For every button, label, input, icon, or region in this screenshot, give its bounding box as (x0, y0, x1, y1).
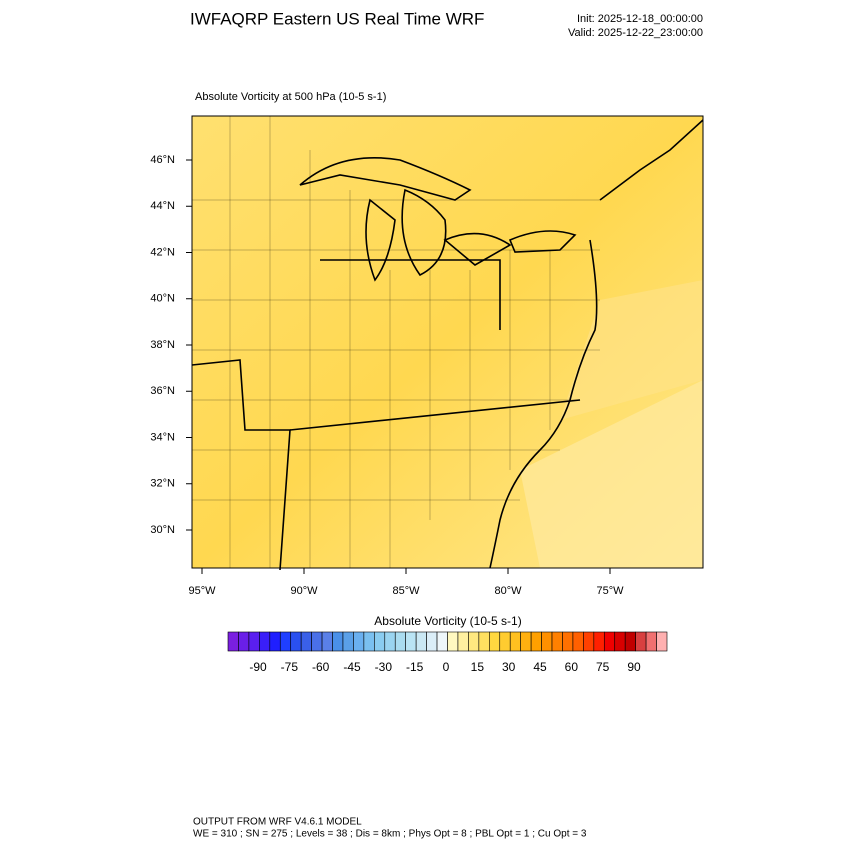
colorbar-box (593, 631, 605, 652)
colorbar-box (509, 631, 521, 652)
longitude-labels: 95°W 90°W 85°W 80°W 75°W (188, 568, 624, 597)
colorbar-box (227, 631, 239, 652)
colorbar-box (624, 631, 636, 652)
colorbar-box (562, 631, 574, 652)
latitude-labels: 46°N 44°N 42°N 40°N 38°N 36°N 34°N 32°N 30°N (150, 154, 192, 536)
colorbar-box (583, 631, 595, 652)
colorbar-box (363, 631, 375, 652)
lat-label: 44°N (150, 200, 175, 212)
colorbar-label: -75 (281, 660, 299, 674)
lat-label: 32°N (150, 478, 175, 490)
colorbar-box (332, 631, 344, 652)
lat-label: 46°N (150, 154, 175, 166)
colorbar-label: -90 (249, 660, 267, 674)
lon-label: 95°W (188, 585, 216, 597)
lon-label: 90°W (290, 585, 318, 597)
map-title: Absolute Vorticity at 500 hPa (10-5 s-1) (195, 91, 386, 103)
lat-label: 40°N (150, 293, 175, 305)
colorbar-box (603, 631, 616, 652)
lat-label: 30°N (150, 524, 175, 536)
colorbar-box (572, 631, 584, 652)
colorbar-box (478, 631, 490, 652)
colorbar-box (457, 631, 469, 652)
colorbar-label: 45 (533, 660, 547, 674)
colorbar-label: -60 (312, 660, 330, 674)
colorbar-box (468, 631, 480, 652)
colorbar-box (415, 631, 427, 652)
colorbar-label: 75 (596, 660, 610, 674)
lon-label: 75°W (596, 585, 624, 597)
colorbar-box (530, 631, 542, 652)
colorbar-label: 90 (627, 660, 641, 674)
colorbar-box (394, 631, 406, 652)
colorbar-label: -45 (343, 660, 361, 674)
colorbar-box (279, 631, 292, 652)
colorbar-box (405, 631, 417, 652)
colorbar-box (656, 631, 668, 652)
colorbar-box (353, 631, 365, 652)
colorbar-box (426, 631, 438, 652)
colorbar-box (436, 631, 448, 652)
lat-label: 42°N (150, 246, 175, 258)
colorbar: -90 -75 -60 -45 -30 -15 0 15 30 45 60 75 90 (227, 631, 668, 674)
lon-label: 80°W (494, 585, 522, 597)
colorbar-box (384, 631, 396, 652)
footer-line: OUTPUT FROM WRF V4.6.1 MODEL (193, 817, 362, 828)
colorbar-box (614, 631, 626, 652)
colorbar-box (321, 631, 333, 652)
colorbar-box (290, 631, 302, 652)
colorbar-label: -30 (375, 660, 393, 674)
colorbar-box (499, 631, 511, 652)
colorbar-label: 60 (565, 660, 579, 674)
footer-line: WE = 310 ; SN = 275 ; Levels = 38 ; Dis … (193, 829, 587, 840)
colorbar-box (269, 631, 281, 652)
colorbar-box (645, 631, 657, 652)
colorbar-box (551, 631, 563, 652)
lat-label: 38°N (150, 339, 175, 351)
colorbar-box (342, 631, 354, 652)
title: IWFAQRP Eastern US Real Time WRF (190, 9, 484, 28)
colorbar-box (520, 631, 532, 652)
lat-label: 34°N (150, 431, 175, 443)
init-time: Init: 2025-12-18_00:00:00 (577, 13, 703, 25)
colorbar-box (489, 631, 501, 652)
map (191, 115, 704, 571)
colorbar-box (300, 631, 312, 652)
colorbar-box (238, 631, 250, 652)
colorbar-box (447, 631, 459, 652)
lon-label: 85°W (392, 585, 420, 597)
colorbar-box (248, 631, 260, 652)
colorbar-title: Absolute Vorticity (10-5 s-1) (374, 614, 521, 628)
colorbar-box (311, 631, 323, 652)
colorbar-box (635, 631, 647, 652)
colorbar-label: -15 (406, 660, 424, 674)
lat-label: 36°N (150, 385, 175, 397)
colorbar-label: 15 (471, 660, 485, 674)
valid-time: Valid: 2025-12-22_23:00:00 (568, 27, 703, 39)
colorbar-box (541, 631, 553, 652)
colorbar-label: 30 (502, 660, 516, 674)
colorbar-label: 0 (443, 660, 450, 674)
colorbar-box (374, 631, 386, 652)
colorbar-box (259, 631, 271, 652)
